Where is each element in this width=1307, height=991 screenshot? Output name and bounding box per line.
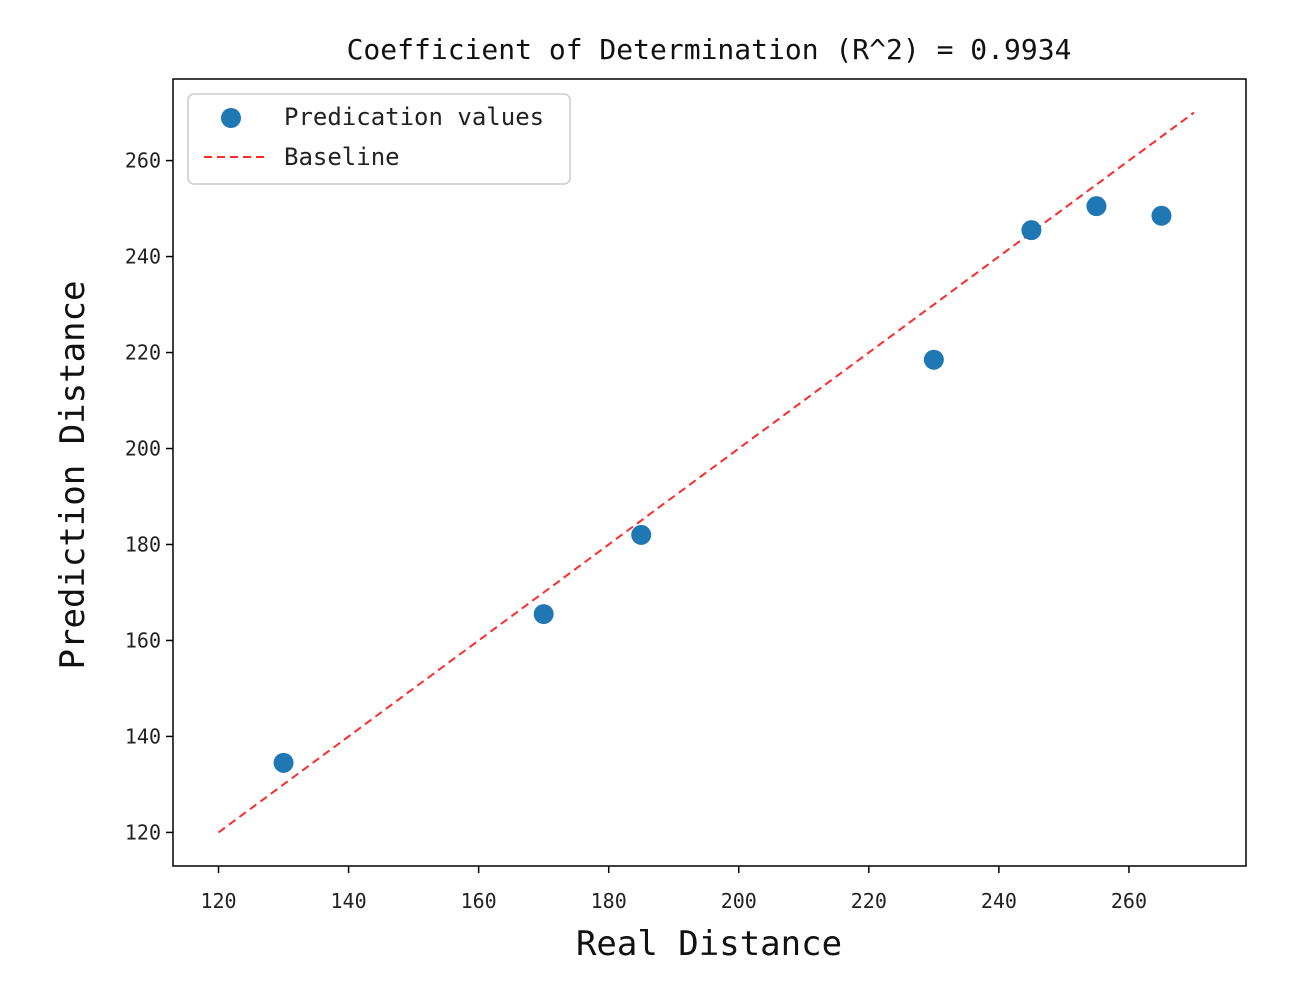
data-point [923,349,944,370]
baseline-line [217,111,1195,834]
legend-label-predication-values: Predication values [284,103,544,131]
y-tick-label: 260 [125,149,161,173]
x-tick-label: 240 [981,889,1017,913]
x-axis-ticks: 120 140 160 180 200 220 240 260 [200,866,1147,913]
legend-frame [187,93,571,185]
x-axis-label: Real Distance [576,924,842,964]
x-tick-label: 180 [591,889,627,913]
y-axis-ticks: 120 140 160 180 200 220 240 260 [125,149,173,844]
data-point [1021,220,1042,241]
x-tick-label: 200 [721,889,757,913]
legend-label-baseline: Baseline [284,143,400,171]
y-tick-label: 220 [125,341,161,365]
x-tick-label: 140 [331,889,367,913]
series-layer [217,111,1195,834]
y-tick-label: 240 [125,245,161,269]
data-point [1151,205,1172,226]
x-tick-label: 260 [1111,889,1147,913]
data-point [1086,196,1107,217]
y-axis-label: Prediction Distance [53,281,93,670]
data-point [273,752,294,773]
y-tick-label: 140 [125,724,161,748]
y-tick-label: 200 [125,437,161,461]
chart-title: Coefficient of Determination (R^2) = 0.9… [347,33,1072,66]
x-tick-label: 160 [461,889,497,913]
legend: Predication values Baseline [187,93,571,185]
x-tick-label: 220 [851,889,887,913]
plot-area: 120 140 160 180 200 220 240 260 120 140 160 180 200… [125,78,1247,913]
legend-marker-scatter [221,108,241,128]
y-tick-label: 120 [125,820,161,844]
data-point [533,604,554,625]
data-point [631,524,652,545]
x-tick-label: 120 [200,889,236,913]
axes-frame [172,78,1247,867]
y-tick-label: 180 [125,532,161,556]
y-tick-label: 160 [125,628,161,652]
